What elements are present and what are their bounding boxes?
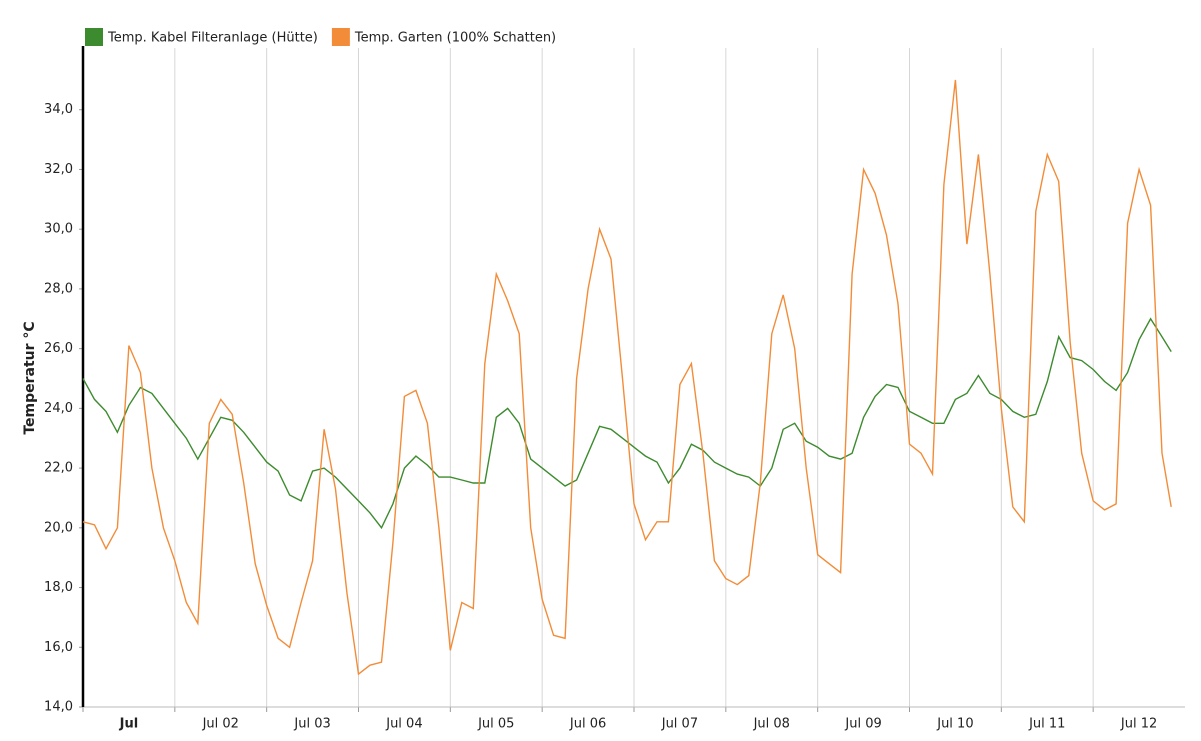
x-tick-label: Jul 08 bbox=[753, 717, 790, 732]
x-tick-label: Jul 11 bbox=[1028, 717, 1065, 732]
legend-label: Temp. Garten (100% Schatten) bbox=[354, 31, 556, 46]
y-tick-label: 16,0 bbox=[44, 640, 73, 655]
y-axis-title: Temperatur °C bbox=[22, 321, 38, 434]
x-tick-label: Jul 06 bbox=[569, 717, 606, 732]
legend-swatch bbox=[85, 28, 103, 46]
x-tick-label: Jul 02 bbox=[202, 717, 239, 732]
x-tick-label: Jul 05 bbox=[477, 717, 514, 732]
x-tick-label: Jul bbox=[119, 717, 139, 732]
y-tick-label: 32,0 bbox=[44, 162, 73, 177]
y-tick-label: 14,0 bbox=[44, 700, 73, 715]
x-tick-label: Jul 07 bbox=[661, 717, 698, 732]
line-series bbox=[82, 79, 1172, 676]
x-tick-label: Jul 09 bbox=[844, 717, 881, 732]
y-tick-label: 26,0 bbox=[44, 341, 73, 356]
legend-label: Temp. Kabel Filteranlage (Hütte) bbox=[107, 31, 318, 46]
y-tick-label: 18,0 bbox=[44, 580, 73, 595]
y-tick-label: 28,0 bbox=[44, 281, 73, 296]
x-tick-label: Jul 10 bbox=[936, 717, 973, 732]
x-tick-label: Jul 12 bbox=[1120, 717, 1157, 732]
x-tick-label: Jul 03 bbox=[293, 717, 330, 732]
y-tick-label: 34,0 bbox=[44, 102, 73, 117]
y-tick-label: 22,0 bbox=[44, 461, 73, 476]
legend-swatch bbox=[331, 28, 350, 46]
y-tick-label: 24,0 bbox=[44, 401, 73, 416]
y-tick-label: 20,0 bbox=[44, 520, 73, 535]
y-tick-label: 30,0 bbox=[44, 222, 73, 237]
x-tick-label: Jul 04 bbox=[385, 717, 422, 732]
